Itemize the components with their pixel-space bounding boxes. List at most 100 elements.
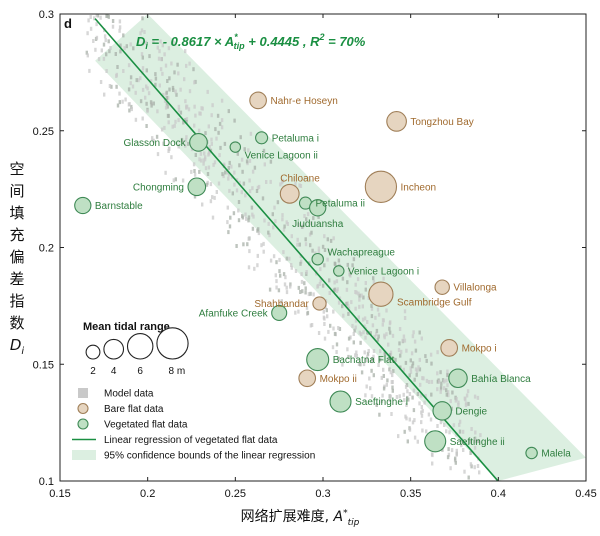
x-tick-label: 0.35 (400, 488, 421, 500)
model-data-mark (354, 353, 357, 358)
model-data-mark (316, 284, 319, 289)
model-data-mark (473, 438, 477, 443)
model-data-mark (445, 388, 448, 393)
model-data-mark (420, 336, 423, 341)
model-data-mark (222, 162, 226, 167)
model-data-mark (325, 308, 328, 313)
model-data-mark (375, 328, 379, 333)
model-data-mark (204, 155, 207, 160)
model-data-mark (299, 261, 302, 266)
model-data-mark (477, 439, 480, 443)
model-data-mark (194, 113, 197, 118)
model-data-mark (228, 224, 232, 229)
model-data-mark (256, 185, 260, 190)
model-data-mark (427, 380, 431, 384)
model-data-mark (300, 259, 303, 264)
model-data-mark (248, 249, 251, 254)
model-data-mark (296, 242, 299, 247)
model-data-mark (430, 379, 434, 384)
model-data-mark (152, 138, 155, 143)
model-data-mark (321, 244, 325, 249)
model-data-mark (473, 445, 477, 450)
model-data-mark (110, 84, 113, 89)
model-data-mark (95, 14, 98, 17)
model-data-mark (436, 387, 439, 392)
model-data-mark (332, 288, 336, 293)
model-data-mark (439, 385, 443, 390)
model-data-mark (188, 89, 192, 94)
model-data-mark (370, 314, 374, 319)
model-data-mark (469, 451, 472, 455)
model-data-mark (382, 318, 385, 323)
model-data-mark (309, 243, 312, 248)
model-data-mark (351, 323, 354, 328)
point-label: Petaluma ii (316, 199, 365, 210)
point-label: Chiloane (280, 173, 320, 184)
vegetated-flat-point (525, 446, 538, 460)
model-data-mark (395, 395, 399, 399)
model-data-mark (289, 284, 292, 289)
model-data-mark (408, 392, 412, 396)
model-data-mark (368, 376, 371, 381)
y-axis-label-char: 充 (9, 226, 25, 244)
model-data-mark (279, 273, 282, 278)
model-data-mark (134, 117, 138, 122)
model-data-mark (362, 362, 366, 367)
legend-swatch-model (78, 388, 88, 398)
model-data-mark (145, 124, 148, 128)
model-data-mark (411, 361, 415, 366)
model-data-mark (213, 160, 217, 165)
y-tick-label: 0.3 (39, 9, 54, 21)
legend-swatch-vegetated (77, 418, 89, 430)
model-data-mark (354, 306, 357, 311)
model-data-mark (304, 286, 307, 291)
model-data-mark (323, 234, 326, 239)
x-axis-sym-sub: tip (347, 517, 360, 528)
model-data-mark (102, 42, 106, 47)
model-data-mark (114, 52, 117, 56)
model-data-mark (355, 350, 358, 355)
model-data-mark (473, 465, 476, 470)
model-data-mark (370, 394, 374, 399)
model-data-mark (233, 170, 236, 175)
model-data-mark (212, 162, 215, 167)
model-data-mark (341, 304, 344, 309)
model-data-mark (409, 366, 412, 371)
model-data-mark (277, 288, 281, 293)
model-data-mark (86, 31, 89, 36)
model-data-mark (476, 395, 480, 400)
model-data-mark (443, 386, 446, 391)
model-data-mark (156, 152, 160, 157)
model-data-mark (400, 349, 403, 354)
model-data-mark (354, 318, 358, 323)
model-data-mark (233, 118, 236, 123)
model-data-mark (221, 172, 224, 177)
model-data-mark (326, 257, 329, 262)
model-data-mark (172, 40, 175, 45)
model-data-mark (160, 57, 163, 62)
model-data-mark (166, 79, 169, 83)
model-data-mark (465, 393, 469, 398)
model-data-mark (257, 231, 261, 236)
model-data-mark (403, 398, 406, 403)
model-data-mark (220, 118, 224, 123)
model-data-mark (391, 373, 394, 378)
model-data-mark (176, 62, 179, 67)
bare-flat-point (364, 170, 398, 203)
model-data-mark (240, 157, 244, 162)
model-data-mark (429, 352, 433, 357)
model-data-mark (421, 376, 424, 381)
model-data-mark (256, 263, 259, 268)
model-data-mark (192, 67, 195, 72)
model-data-mark (253, 266, 256, 271)
model-data-mark (355, 354, 358, 358)
point-label: Barnstable (95, 201, 143, 212)
model-data-mark (132, 46, 135, 51)
model-data-mark (167, 149, 170, 153)
model-data-mark (424, 393, 427, 398)
model-data-mark (144, 40, 148, 45)
model-data-mark (319, 267, 322, 272)
model-data-mark (103, 92, 106, 97)
model-data-mark (167, 120, 170, 125)
model-data-mark (194, 153, 197, 157)
